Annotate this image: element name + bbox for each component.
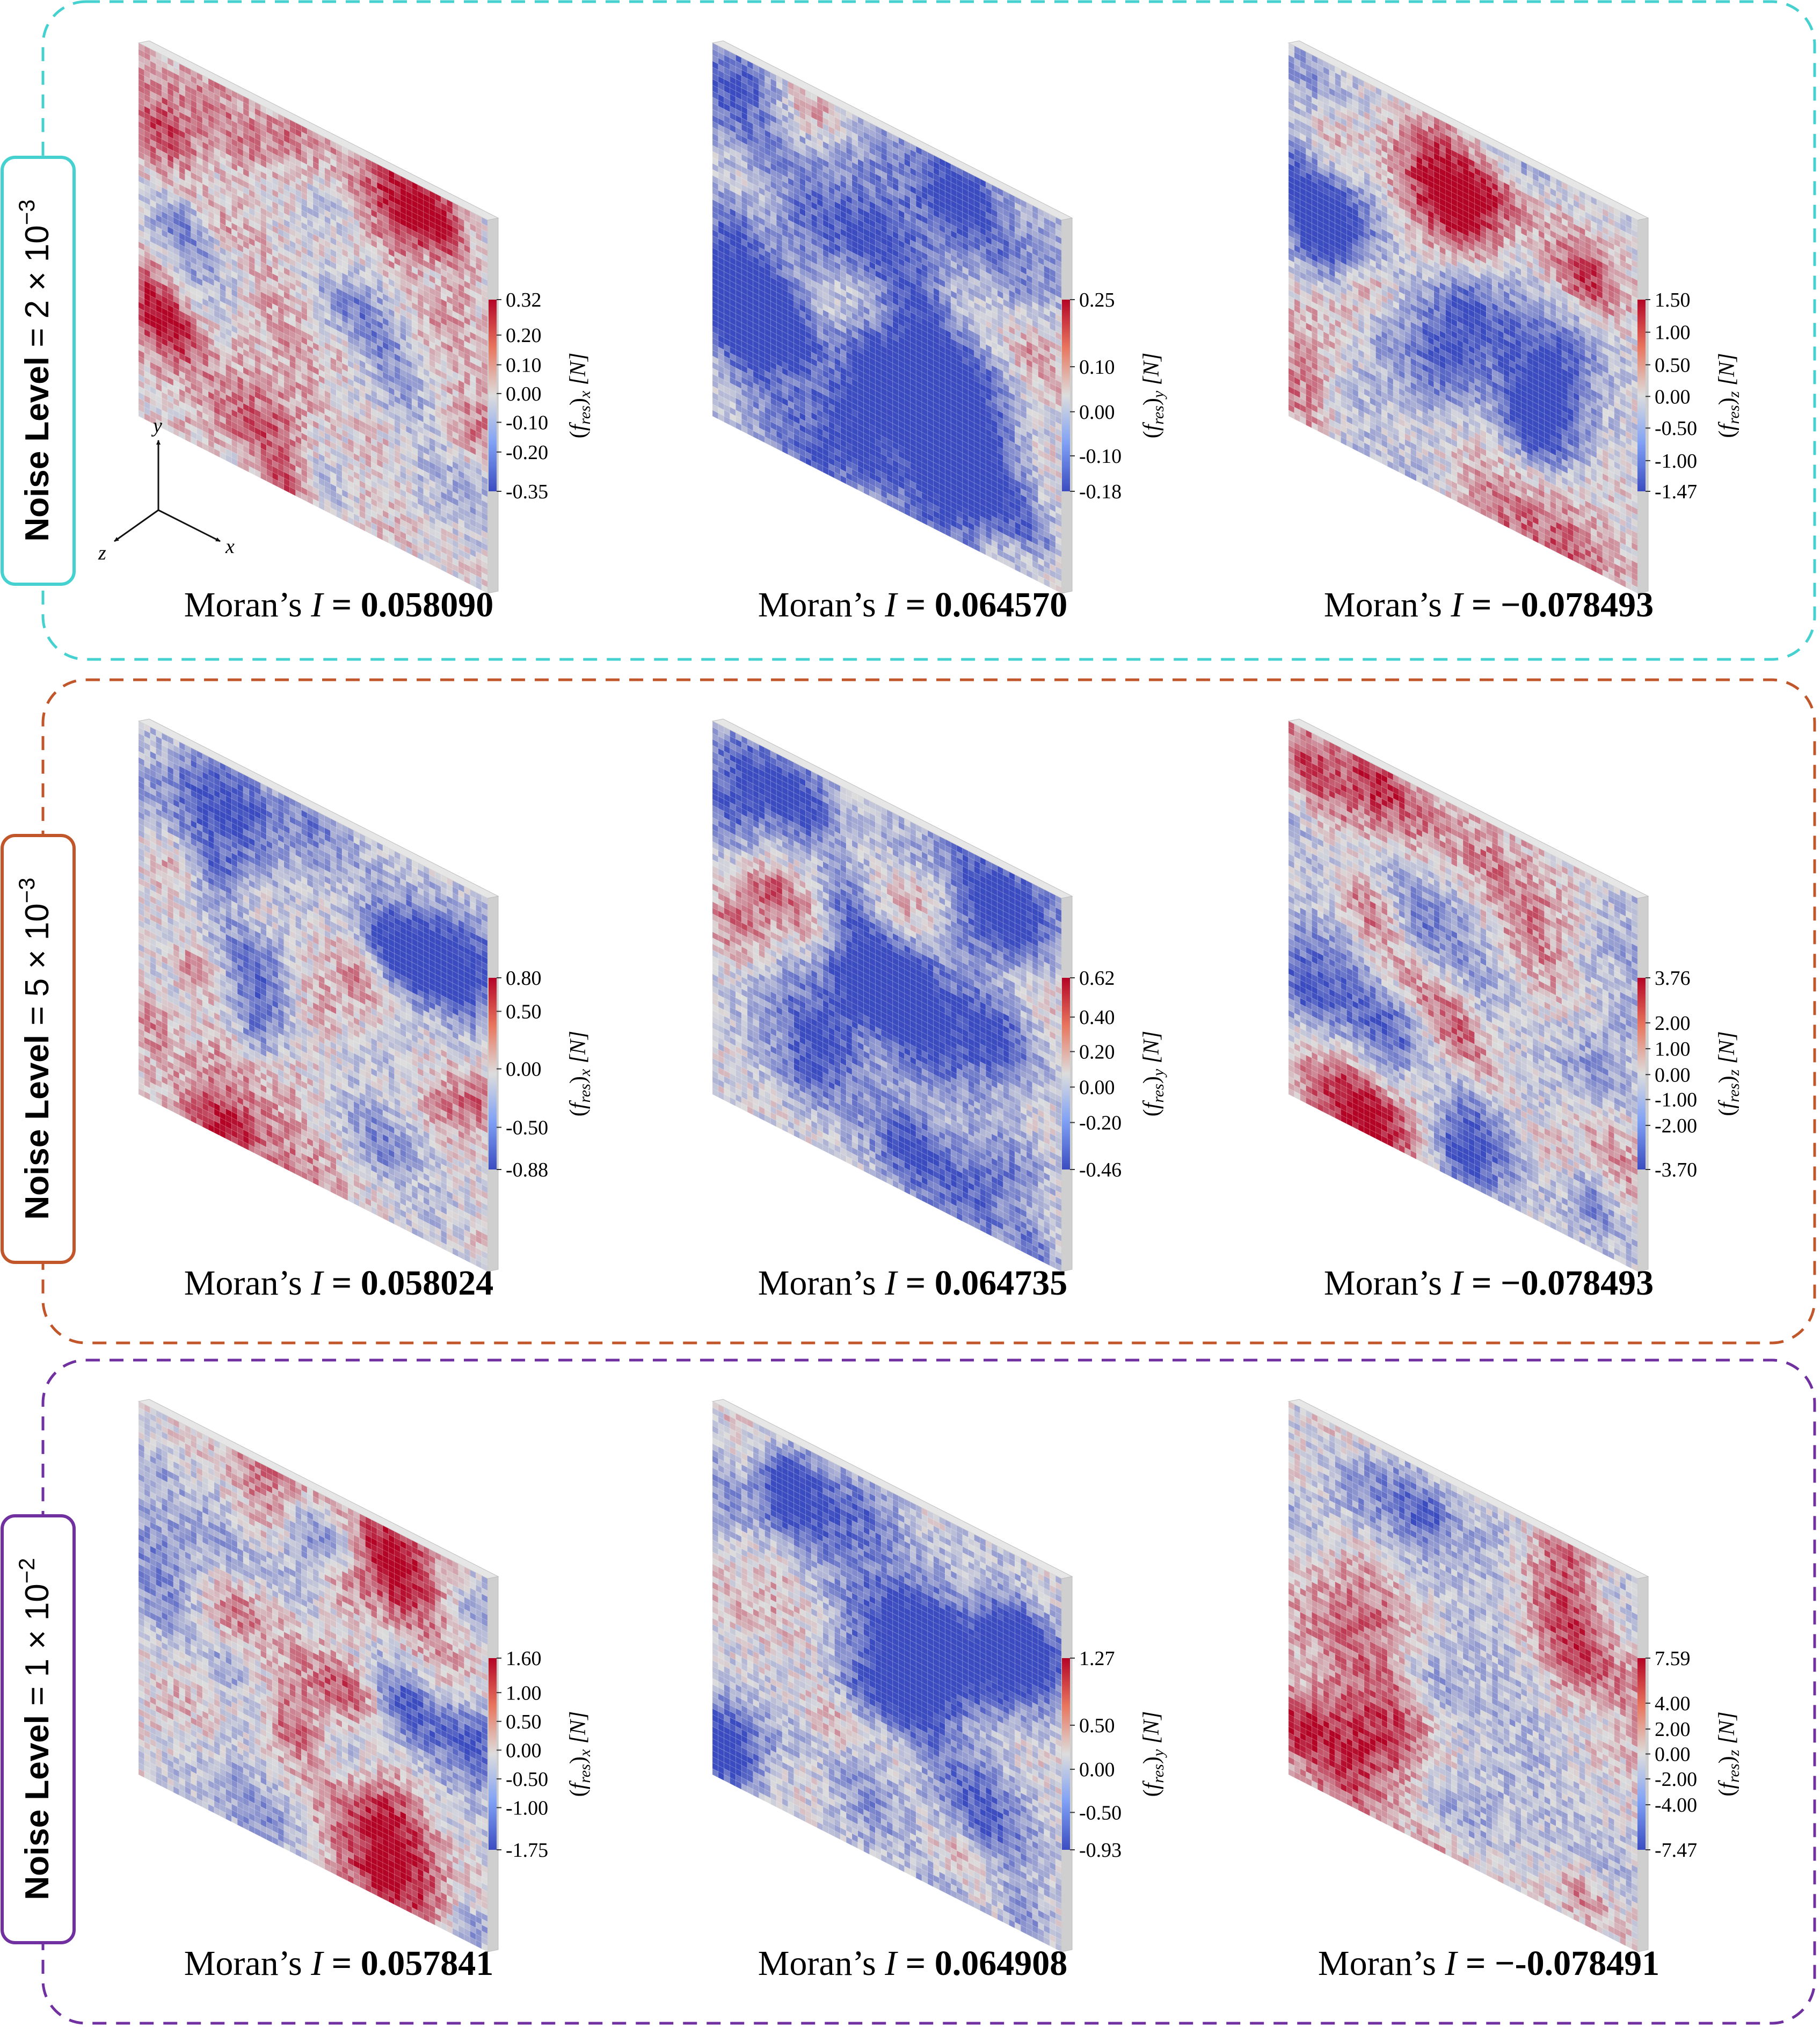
noise-level-label: Noise Level = 2 × 10−3: [14, 199, 56, 541]
force-panel: 0.320.200.100.00-0.10-0.20-0.35(fres)x […: [139, 41, 594, 624]
noise-level-label-value: = 2 × 10: [19, 225, 56, 357]
noise-level-group: Noise Level = 2 × 10−3 0.320.200.100.00-0…: [2, 2, 1815, 659]
figure-svg: Noise Level = 2 × 10−3 0.320.200.100.00-0…: [0, 0, 1820, 2027]
noise-level-label-word: Noise Level: [19, 357, 56, 542]
noise-level-label-exponent: −3: [14, 199, 39, 225]
figure-canvas: Noise Level = 2 × 10−3 0.32 0.20 0.10 0.00 -0…: [0, 0, 1820, 2027]
